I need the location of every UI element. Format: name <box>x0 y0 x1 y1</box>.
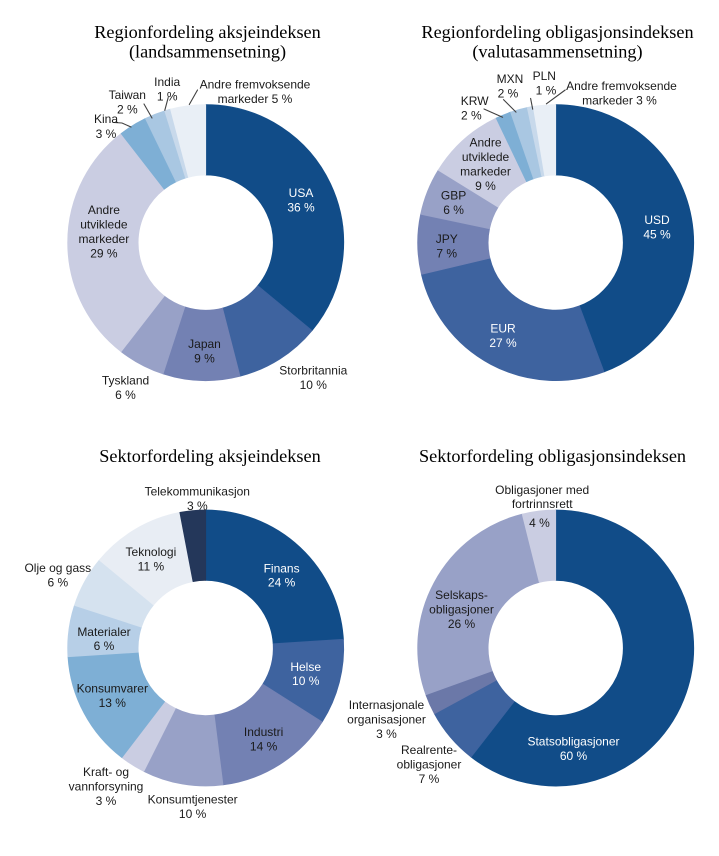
svg-text:1 %: 1 % <box>536 84 557 98</box>
svg-text:Telekommunikasjon: Telekommunikasjon <box>145 485 250 499</box>
svg-text:obligasjoner: obligasjoner <box>429 603 494 617</box>
svg-text:27 %: 27 % <box>489 336 517 350</box>
svg-text:Teknologi: Teknologi <box>126 545 177 559</box>
svg-text:7 %: 7 % <box>419 772 440 786</box>
svg-text:26 %: 26 % <box>448 617 476 631</box>
svg-text:4 %: 4 % <box>529 516 550 530</box>
svg-text:Storbritannia: Storbritannia <box>279 364 347 378</box>
svg-text:USD: USD <box>644 213 670 227</box>
svg-text:markeder: markeder <box>79 232 130 246</box>
svg-text:utviklede: utviklede <box>80 217 128 231</box>
svg-text:JPY: JPY <box>436 232 458 246</box>
svg-text:36 %: 36 % <box>287 201 315 215</box>
svg-text:Kina: Kina <box>94 112 118 126</box>
svg-text:USA: USA <box>289 186 314 200</box>
svg-text:Olje og gass: Olje og gass <box>24 561 91 575</box>
svg-text:Internasjonale: Internasjonale <box>349 698 425 712</box>
svg-text:Tyskland: Tyskland <box>102 374 149 388</box>
svg-text:Japan: Japan <box>188 337 221 351</box>
svg-text:EUR: EUR <box>490 321 516 335</box>
svg-text:Regionfordeling aksjeindeksen: Regionfordeling aksjeindeksen <box>94 22 321 42</box>
svg-text:Statsobligasjoner: Statsobligasjoner <box>527 735 619 749</box>
svg-text:60 %: 60 % <box>560 749 588 763</box>
svg-text:India: India <box>154 75 180 89</box>
svg-text:3 %: 3 % <box>96 794 117 808</box>
svg-text:6 %: 6 % <box>115 388 136 402</box>
svg-text:markeder 5 %: markeder 5 % <box>218 92 293 106</box>
svg-text:Materialer: Materialer <box>77 625 130 639</box>
svg-text:Obligasjoner med: Obligasjoner med <box>495 483 589 497</box>
svg-text:Finans: Finans <box>264 561 300 575</box>
svg-text:Andre fremvoksende: Andre fremvoksende <box>200 77 311 91</box>
svg-text:Helse: Helse <box>290 660 321 674</box>
svg-text:2 %: 2 % <box>498 87 519 101</box>
svg-text:10 %: 10 % <box>300 378 328 392</box>
svg-text:(landsammensetning): (landsammensetning) <box>129 42 286 63</box>
svg-text:Taiwan: Taiwan <box>109 88 146 102</box>
svg-text:Konsumtjenester: Konsumtjenester <box>148 792 238 806</box>
svg-text:Kraft- og: Kraft- og <box>83 765 129 779</box>
svg-text:3 %: 3 % <box>187 499 208 513</box>
svg-text:GBP: GBP <box>441 189 466 203</box>
svg-text:1 %: 1 % <box>157 90 178 104</box>
svg-text:(valutasammensetning): (valutasammensetning) <box>472 42 642 63</box>
svg-text:Andre: Andre <box>88 203 120 217</box>
svg-text:Realrente-: Realrente- <box>401 743 457 757</box>
svg-text:11 %: 11 % <box>138 559 165 573</box>
svg-text:6 %: 6 % <box>443 203 464 217</box>
svg-text:9 %: 9 % <box>475 179 496 193</box>
svg-text:9 %: 9 % <box>194 352 215 366</box>
svg-text:2 %: 2 % <box>117 103 138 117</box>
svg-text:obligasjoner: obligasjoner <box>397 758 462 772</box>
svg-text:45 %: 45 % <box>643 228 671 242</box>
svg-text:Sektorfordeling aksjeindeksen: Sektorfordeling aksjeindeksen <box>99 446 320 466</box>
svg-text:Andre fremvoksende: Andre fremvoksende <box>566 79 677 93</box>
svg-text:markeder: markeder <box>460 164 511 178</box>
svg-text:markeder 3 %: markeder 3 % <box>582 94 657 108</box>
svg-text:13 %: 13 % <box>99 696 127 710</box>
svg-text:PLN: PLN <box>533 69 556 83</box>
svg-text:vannforsyning: vannforsyning <box>69 780 144 794</box>
svg-text:10 %: 10 % <box>179 807 207 821</box>
svg-text:Konsumvarer: Konsumvarer <box>77 681 148 695</box>
svg-text:MXN: MXN <box>497 72 524 86</box>
svg-text:29 %: 29 % <box>90 247 118 261</box>
svg-text:utviklede: utviklede <box>462 150 510 164</box>
svg-text:6 %: 6 % <box>94 639 115 653</box>
svg-text:Regionfordeling obligasjonsind: Regionfordeling obligasjonsindeksen <box>421 22 693 42</box>
svg-text:14 %: 14 % <box>250 740 278 754</box>
svg-text:Andre: Andre <box>469 135 501 149</box>
svg-text:fortrinnsrett: fortrinnsrett <box>512 497 573 511</box>
svg-text:Selskaps-: Selskaps- <box>435 588 488 602</box>
svg-text:7 %: 7 % <box>436 246 457 260</box>
svg-text:6 %: 6 % <box>47 576 68 590</box>
svg-text:10 %: 10 % <box>292 674 320 688</box>
svg-text:3 %: 3 % <box>96 127 117 141</box>
svg-text:24 %: 24 % <box>268 576 296 590</box>
svg-text:Industri: Industri <box>244 725 283 739</box>
svg-text:Sektorfordeling obligasjonsind: Sektorfordeling obligasjonsindeksen <box>419 446 686 466</box>
svg-text:2 %: 2 % <box>461 109 482 123</box>
svg-text:KRW: KRW <box>461 94 489 108</box>
svg-text:3 %: 3 % <box>376 727 397 741</box>
svg-text:organisasjoner: organisasjoner <box>347 713 426 727</box>
